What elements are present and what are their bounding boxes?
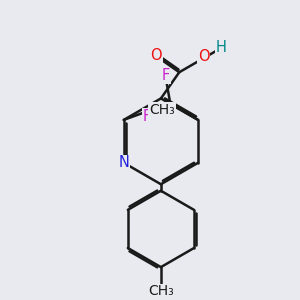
Text: CH₃: CH₃ xyxy=(149,103,175,117)
Text: F: F xyxy=(162,68,170,83)
Text: N: N xyxy=(118,155,129,170)
Text: CH₃: CH₃ xyxy=(148,284,174,298)
Text: H: H xyxy=(216,40,226,55)
Text: O: O xyxy=(150,47,162,62)
Text: O: O xyxy=(198,50,209,64)
Text: F: F xyxy=(142,109,151,124)
